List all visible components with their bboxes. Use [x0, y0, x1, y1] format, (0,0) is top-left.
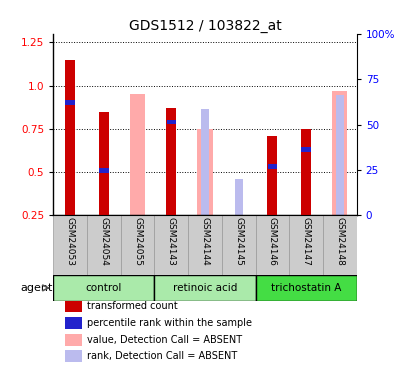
- Bar: [255, 274, 356, 301]
- Bar: [130, 94, 145, 215]
- Bar: [87, 215, 120, 274]
- Bar: [65, 60, 75, 215]
- Bar: [289, 215, 322, 274]
- Text: GSM24148: GSM24148: [335, 217, 344, 266]
- Text: control: control: [85, 283, 122, 293]
- Text: agent: agent: [20, 283, 52, 293]
- Bar: [197, 129, 212, 215]
- Bar: [331, 91, 346, 215]
- Bar: [65, 300, 82, 312]
- Text: percentile rank within the sample: percentile rank within the sample: [86, 318, 251, 328]
- Bar: [166, 108, 176, 215]
- Bar: [335, 96, 343, 215]
- Bar: [234, 179, 242, 215]
- Text: trichostatin A: trichostatin A: [270, 283, 340, 293]
- Text: transformed count: transformed count: [86, 302, 177, 312]
- Text: GSM24053: GSM24053: [65, 217, 74, 266]
- Bar: [154, 274, 255, 301]
- Bar: [53, 215, 87, 274]
- Bar: [65, 334, 82, 346]
- Text: GSM24145: GSM24145: [234, 217, 243, 266]
- Bar: [65, 100, 75, 105]
- Bar: [267, 136, 277, 215]
- Title: GDS1512 / 103822_at: GDS1512 / 103822_at: [128, 19, 281, 33]
- Text: GSM24144: GSM24144: [200, 217, 209, 266]
- Bar: [188, 215, 221, 274]
- Text: GSM24147: GSM24147: [301, 217, 310, 266]
- Bar: [65, 350, 82, 362]
- Text: GSM24143: GSM24143: [166, 217, 175, 266]
- Bar: [322, 215, 356, 274]
- Bar: [99, 111, 109, 215]
- Bar: [120, 215, 154, 274]
- Bar: [267, 165, 276, 169]
- Bar: [99, 168, 108, 173]
- Text: GSM24055: GSM24055: [133, 217, 142, 266]
- Bar: [300, 129, 310, 215]
- Text: value, Detection Call = ABSENT: value, Detection Call = ABSENT: [86, 334, 241, 345]
- Text: rank, Detection Call = ABSENT: rank, Detection Call = ABSENT: [86, 351, 236, 361]
- Bar: [221, 215, 255, 274]
- Bar: [200, 109, 209, 215]
- Bar: [53, 274, 154, 301]
- Bar: [65, 317, 82, 329]
- Bar: [166, 120, 175, 124]
- Bar: [301, 147, 310, 152]
- Text: retinoic acid: retinoic acid: [172, 283, 237, 293]
- Bar: [255, 215, 289, 274]
- Text: GSM24054: GSM24054: [99, 217, 108, 266]
- Bar: [154, 215, 188, 274]
- Text: GSM24146: GSM24146: [267, 217, 276, 266]
